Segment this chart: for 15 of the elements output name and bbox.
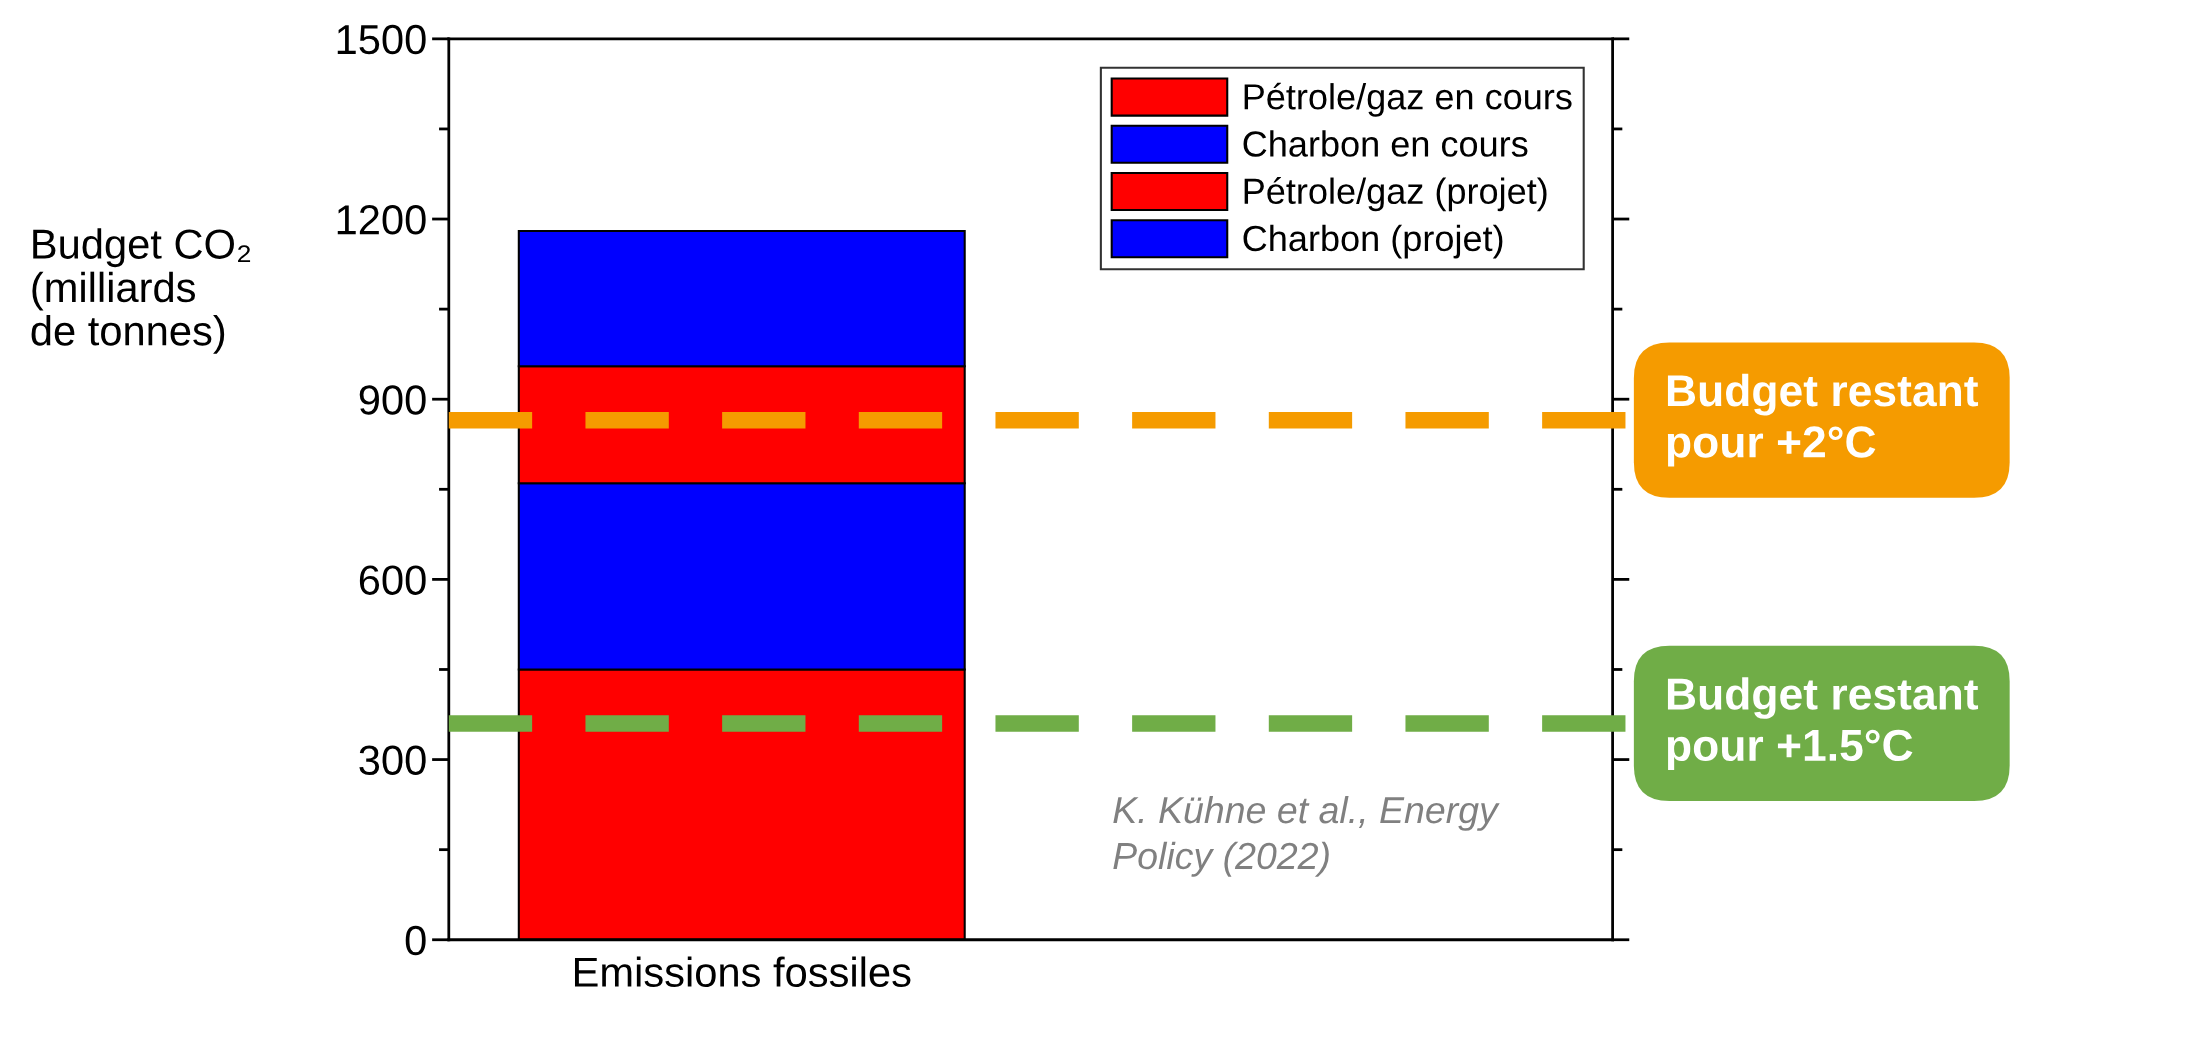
y-tick-label: 1200 bbox=[337, 205, 426, 235]
y-tick-label: 0 bbox=[405, 925, 426, 956]
legend-label: Charbon (projet) bbox=[1243, 224, 1503, 259]
y-tick-label: 1500 bbox=[337, 24, 426, 55]
y-tick-label: 900 bbox=[359, 385, 426, 415]
y-tick-label: 600 bbox=[359, 565, 426, 595]
y-axis-title: Budget CO₂ (milliards de tonnes) bbox=[31, 228, 251, 354]
ref-line-label: Budget restant pour +2°C bbox=[1667, 373, 1979, 467]
legend-label: Charbon en cours bbox=[1243, 130, 1528, 157]
y-tick-label: 300 bbox=[359, 745, 426, 776]
x-tick-label: Emissions fossiles bbox=[574, 956, 911, 988]
ref-line-label: Budget restant pour +1.5°C bbox=[1667, 677, 1979, 770]
legend-label: Pétrole/gaz en cours bbox=[1244, 82, 1572, 117]
text: K. Kühne et al., Energy Policy (2022) bbox=[1113, 795, 1500, 877]
legend-label: Pétrole/gaz (projet) bbox=[1244, 177, 1547, 212]
